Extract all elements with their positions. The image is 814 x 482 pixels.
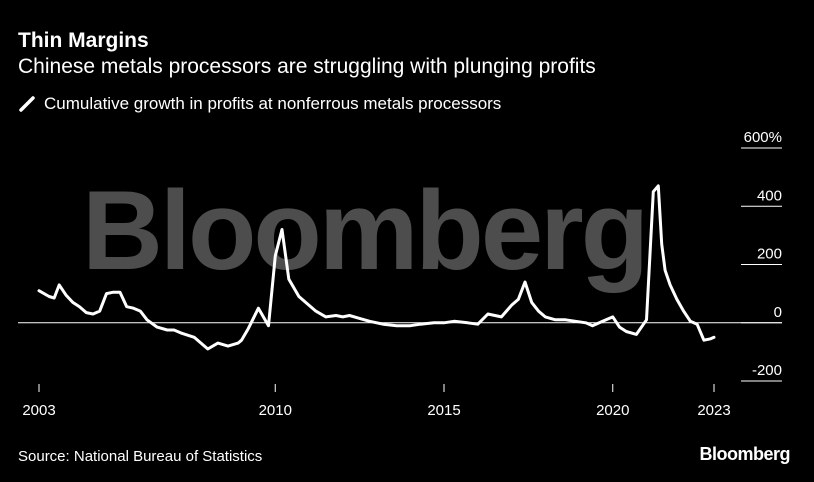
x-tick-label-2003: 2003 [22,402,55,419]
series-line-0 [37,184,716,351]
x-tick-label-2023: 2023 [697,402,730,419]
y-tick-label-600: 600% [744,129,782,146]
bloomberg-logo: Bloomberg [699,444,790,464]
legend-label: Cumulative growth in profits at nonferro… [44,94,502,113]
y-tick-label-200: 200 [757,246,782,263]
y-tick-label-400: 400 [757,187,782,204]
chart-title: Thin Margins [18,29,149,52]
y-tick-label-0: 0 [774,304,782,321]
source-note: Source: National Bureau of Statistics [18,448,263,465]
x-tick-label-2015: 2015 [427,402,460,419]
x-tick-label-2010: 2010 [259,402,292,419]
legend: Cumulative growth in profits at nonferro… [18,94,501,114]
chart-subtitle: Chinese metals processors are struggling… [18,55,596,78]
x-tick-label-2020: 2020 [596,402,629,419]
bloomberg-watermark: Bloomberg [82,168,649,293]
legend-swatch-icon [19,96,35,112]
y-tick-label--200: -200 [752,362,782,379]
